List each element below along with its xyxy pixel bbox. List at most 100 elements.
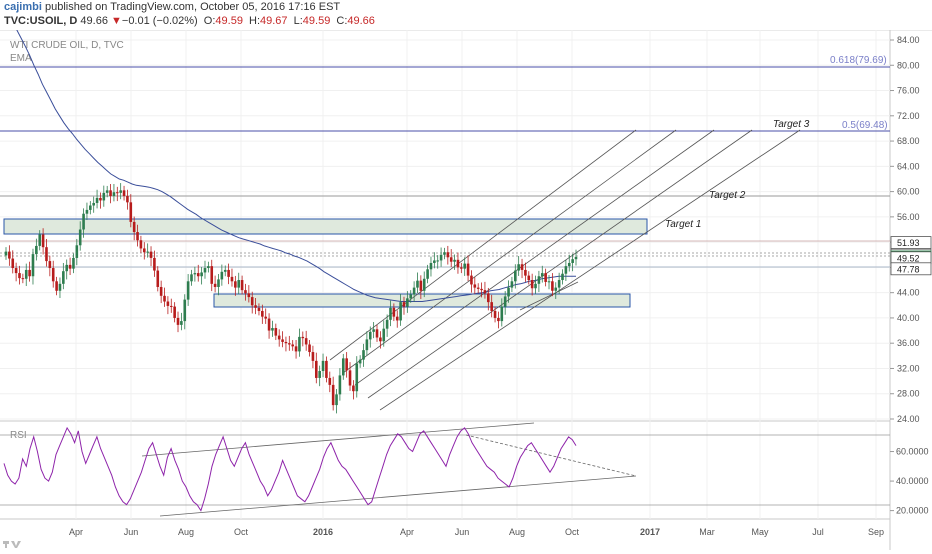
candle[interactable] bbox=[433, 252, 436, 269]
rsi-trendlines[interactable] bbox=[141, 422, 637, 517]
candle[interactable] bbox=[311, 345, 315, 369]
candle[interactable] bbox=[267, 313, 271, 339]
candle[interactable] bbox=[176, 311, 180, 333]
candle[interactable] bbox=[247, 285, 251, 303]
candle[interactable] bbox=[341, 353, 345, 380]
candle[interactable] bbox=[547, 274, 551, 290]
rsi-line[interactable] bbox=[3, 426, 577, 512]
candle[interactable] bbox=[35, 238, 38, 261]
candle[interactable] bbox=[412, 281, 416, 302]
candle[interactable] bbox=[561, 269, 564, 285]
candle[interactable] bbox=[193, 266, 197, 282]
candle[interactable] bbox=[335, 388, 338, 414]
candle[interactable] bbox=[517, 256, 520, 276]
candle[interactable] bbox=[480, 282, 483, 298]
candle[interactable] bbox=[439, 247, 443, 267]
candle[interactable] bbox=[159, 280, 163, 304]
support-resistance-lines[interactable] bbox=[0, 195, 890, 268]
candle[interactable] bbox=[483, 281, 487, 299]
candle[interactable] bbox=[497, 311, 500, 329]
candle[interactable] bbox=[21, 273, 25, 284]
candle[interactable] bbox=[227, 263, 230, 285]
candle[interactable] bbox=[473, 277, 477, 294]
candlestick-series[interactable] bbox=[4, 183, 578, 414]
candle[interactable] bbox=[338, 368, 342, 401]
candle[interactable] bbox=[503, 291, 507, 315]
candle[interactable] bbox=[223, 265, 227, 277]
candle[interactable] bbox=[510, 276, 514, 293]
candle[interactable] bbox=[116, 186, 119, 202]
candle[interactable] bbox=[261, 304, 264, 324]
candle[interactable] bbox=[55, 276, 58, 296]
candle[interactable] bbox=[551, 273, 554, 297]
candle[interactable] bbox=[89, 201, 92, 215]
candle[interactable] bbox=[426, 264, 429, 284]
candle[interactable] bbox=[180, 312, 183, 331]
candle[interactable] bbox=[524, 262, 527, 282]
candle[interactable] bbox=[45, 238, 48, 267]
candle[interactable] bbox=[109, 184, 112, 204]
candle[interactable] bbox=[240, 275, 244, 295]
candle[interactable] bbox=[574, 249, 578, 266]
candle[interactable] bbox=[487, 287, 490, 311]
candle[interactable] bbox=[132, 216, 136, 241]
candle[interactable] bbox=[537, 270, 541, 293]
candle[interactable] bbox=[11, 250, 15, 274]
candle[interactable] bbox=[156, 266, 160, 292]
candle[interactable] bbox=[99, 192, 102, 209]
candle[interactable] bbox=[345, 352, 348, 378]
candle[interactable] bbox=[368, 326, 372, 348]
candle[interactable] bbox=[139, 235, 143, 253]
candle[interactable] bbox=[173, 302, 176, 323]
candle[interactable] bbox=[392, 303, 396, 322]
candle[interactable] bbox=[129, 194, 133, 228]
candle[interactable] bbox=[8, 245, 11, 266]
candle[interactable] bbox=[200, 267, 203, 285]
channel-lines[interactable] bbox=[329, 129, 801, 411]
candle[interactable] bbox=[402, 296, 406, 315]
candle[interactable] bbox=[183, 294, 187, 330]
candle[interactable] bbox=[419, 275, 423, 299]
candle[interactable] bbox=[436, 255, 440, 269]
candle[interactable] bbox=[379, 331, 382, 349]
candle[interactable] bbox=[38, 230, 42, 251]
candle[interactable] bbox=[540, 265, 544, 283]
candle[interactable] bbox=[456, 252, 460, 274]
candle[interactable] bbox=[409, 290, 413, 303]
candle[interactable] bbox=[554, 282, 558, 299]
candle[interactable] bbox=[207, 261, 210, 273]
candle[interactable] bbox=[18, 265, 21, 285]
candle[interactable] bbox=[422, 271, 426, 298]
candle[interactable] bbox=[95, 189, 99, 209]
candle[interactable] bbox=[429, 256, 433, 277]
candle[interactable] bbox=[68, 257, 72, 275]
candle[interactable] bbox=[122, 185, 126, 201]
symbol-label[interactable]: TVC:USOIL, D bbox=[4, 15, 78, 27]
candle[interactable] bbox=[571, 253, 574, 272]
candle[interactable] bbox=[530, 273, 534, 296]
candle[interactable] bbox=[264, 308, 268, 324]
candle[interactable] bbox=[460, 262, 463, 274]
candle[interactable] bbox=[406, 291, 409, 313]
candle[interactable] bbox=[389, 300, 392, 327]
candle[interactable] bbox=[534, 275, 537, 294]
candle[interactable] bbox=[291, 340, 294, 351]
candle[interactable] bbox=[75, 238, 79, 266]
candle[interactable] bbox=[328, 371, 332, 393]
candle[interactable] bbox=[470, 270, 473, 293]
candle[interactable] bbox=[466, 255, 470, 281]
candle[interactable] bbox=[112, 184, 116, 202]
candle[interactable] bbox=[463, 257, 466, 276]
candle[interactable] bbox=[220, 264, 224, 286]
candle[interactable] bbox=[78, 221, 82, 251]
candle[interactable] bbox=[31, 248, 35, 285]
candle[interactable] bbox=[314, 352, 318, 384]
candle[interactable] bbox=[203, 260, 207, 279]
candle[interactable] bbox=[304, 330, 308, 351]
candle[interactable] bbox=[395, 310, 399, 328]
candle[interactable] bbox=[500, 298, 504, 327]
candle[interactable] bbox=[51, 260, 55, 288]
candle[interactable] bbox=[544, 268, 547, 287]
candle[interactable] bbox=[284, 336, 288, 352]
candle[interactable] bbox=[362, 343, 365, 367]
